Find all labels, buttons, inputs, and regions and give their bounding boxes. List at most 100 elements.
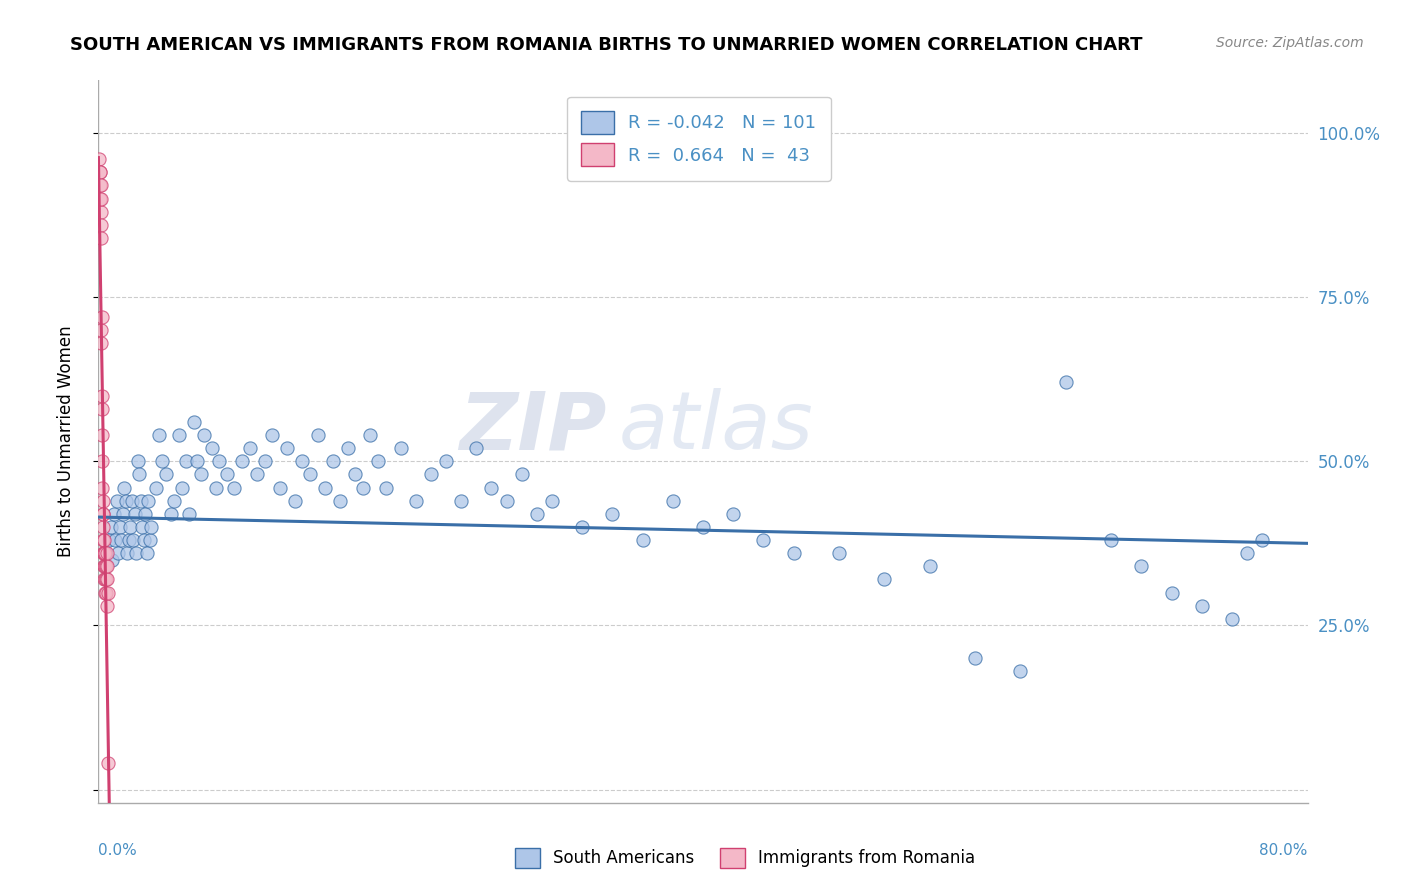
Point <box>94 585 117 599</box>
Point <box>692 520 714 534</box>
Point <box>91 507 114 521</box>
Point <box>89 165 111 179</box>
Point <box>540 493 562 508</box>
Point <box>105 493 128 508</box>
Point <box>208 454 231 468</box>
Point <box>91 546 114 560</box>
Point <box>336 441 359 455</box>
Point <box>121 493 143 508</box>
Point <box>94 559 117 574</box>
Point <box>965 651 987 665</box>
Point <box>91 533 114 547</box>
Point <box>90 178 112 193</box>
Point <box>828 546 851 560</box>
Point <box>90 336 112 351</box>
Point <box>231 454 253 468</box>
Point <box>174 454 197 468</box>
Point <box>190 467 212 482</box>
Point <box>367 454 389 468</box>
Point <box>89 152 111 166</box>
Point <box>405 493 427 508</box>
Point <box>90 192 112 206</box>
Point <box>93 559 115 574</box>
Text: atlas: atlas <box>619 388 813 467</box>
Point <box>344 467 367 482</box>
Text: 0.0%: 0.0% <box>98 843 138 857</box>
Point <box>253 454 276 468</box>
Point <box>96 585 118 599</box>
Point <box>94 573 117 587</box>
Point <box>111 507 134 521</box>
Point <box>239 441 262 455</box>
Point <box>132 533 155 547</box>
Point <box>124 507 146 521</box>
Point <box>434 454 457 468</box>
Point <box>1220 612 1243 626</box>
Point <box>93 573 115 587</box>
Point <box>136 493 159 508</box>
Point <box>783 546 806 560</box>
Point <box>122 533 145 547</box>
Point <box>224 481 246 495</box>
Point <box>128 467 150 482</box>
Text: Source: ZipAtlas.com: Source: ZipAtlas.com <box>1216 36 1364 50</box>
Point <box>179 507 201 521</box>
Point <box>93 546 115 560</box>
Point <box>163 493 186 508</box>
Point <box>526 507 548 521</box>
Point <box>110 533 132 547</box>
Legend: South Americans, Immigrants from Romania: South Americans, Immigrants from Romania <box>509 841 981 875</box>
Point <box>97 756 120 771</box>
Point <box>134 507 156 521</box>
Point <box>89 165 111 179</box>
Point <box>1130 559 1153 574</box>
Point <box>96 546 118 560</box>
Y-axis label: Births to Unmarried Women: Births to Unmarried Women <box>56 326 75 558</box>
Point <box>89 192 111 206</box>
Point <box>1191 599 1213 613</box>
Point <box>215 467 238 482</box>
Point <box>90 388 112 402</box>
Point <box>374 481 396 495</box>
Point <box>129 493 152 508</box>
Point <box>90 218 112 232</box>
Point <box>108 520 131 534</box>
Point <box>90 231 112 245</box>
Point <box>1251 533 1274 547</box>
Point <box>103 507 125 521</box>
Point <box>93 559 115 574</box>
Point <box>495 493 517 508</box>
Point <box>1160 585 1182 599</box>
Point <box>160 507 183 521</box>
Point <box>389 441 412 455</box>
Point <box>93 546 115 560</box>
Point <box>201 441 224 455</box>
Point <box>420 467 443 482</box>
Point <box>125 546 148 560</box>
Point <box>93 533 115 547</box>
Point <box>571 520 593 534</box>
Point <box>262 428 284 442</box>
Point <box>112 481 135 495</box>
Point <box>918 559 941 574</box>
Point <box>299 467 322 482</box>
Point <box>1099 533 1122 547</box>
Point <box>465 441 488 455</box>
Point <box>145 481 167 495</box>
Point <box>183 415 205 429</box>
Point <box>481 481 503 495</box>
Point <box>631 533 654 547</box>
Point <box>90 310 112 324</box>
Point <box>107 546 129 560</box>
Point <box>94 546 117 560</box>
Point <box>96 559 118 574</box>
Point <box>91 401 114 416</box>
Point <box>104 533 127 547</box>
Point <box>205 481 228 495</box>
Text: 80.0%: 80.0% <box>1260 843 1308 857</box>
Legend: R = -0.042   N = 101, R =  0.664   N =  43: R = -0.042 N = 101, R = 0.664 N = 43 <box>567 96 831 181</box>
Point <box>94 546 117 560</box>
Point <box>135 546 157 560</box>
Point <box>89 178 111 193</box>
Point <box>322 454 344 468</box>
